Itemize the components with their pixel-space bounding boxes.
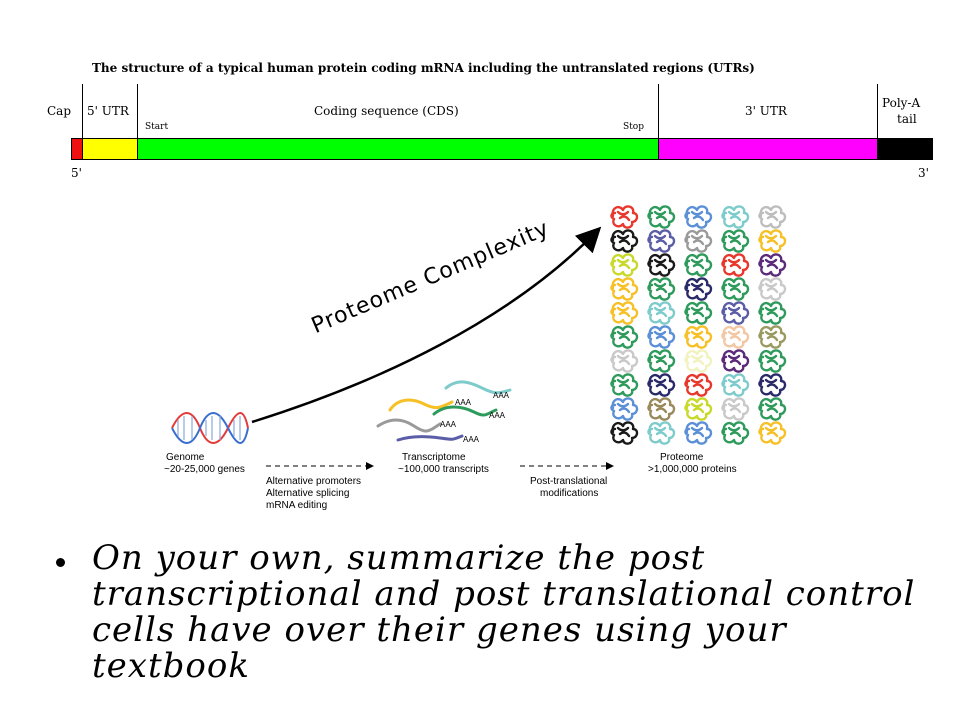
polya-tag: AAA (440, 420, 457, 429)
protein-icon (610, 205, 639, 229)
protein-icon (721, 205, 750, 229)
polya-tag: AAA (455, 398, 472, 407)
protein-icon (758, 277, 787, 301)
protein-icon (758, 253, 787, 277)
protein-icon (610, 397, 639, 421)
polya-tag: AAA (463, 435, 480, 444)
utr5-label: 5' UTR (87, 104, 129, 118)
protein-icon (721, 373, 750, 397)
protein-icon (647, 397, 676, 421)
protein-icon (721, 229, 750, 253)
protein-icon (647, 421, 676, 445)
genome-title: Genome (166, 452, 205, 463)
protein-icon (647, 253, 676, 277)
cds-label: Coding sequence (CDS) (314, 104, 459, 118)
step2-post-translational: Post-translational (530, 476, 608, 487)
step1-alternative-promoters: Alternative promoters (266, 476, 362, 487)
protein-icon (647, 325, 676, 349)
protein-icon (610, 229, 639, 253)
bullet-text: On your own, summarize the post transcri… (92, 538, 916, 686)
separator-line (877, 84, 878, 138)
protein-icon (758, 205, 787, 229)
step2-modifications: modifications (540, 488, 599, 499)
genome-count: ~20-25,000 genes (164, 464, 245, 475)
protein-icon (610, 421, 639, 445)
cap-label: Cap (47, 104, 72, 118)
proteome-complexity-arrow (251, 226, 602, 424)
protein-icon (684, 253, 713, 277)
complexity-figure-graphics (171, 205, 787, 470)
protein-icon (758, 397, 787, 421)
protein-icon (721, 349, 750, 373)
protein-icon (684, 421, 713, 445)
polya-tag: AAA (489, 411, 506, 420)
five-prime-end-label: 5' (71, 166, 82, 180)
proteome-count: >1,000,000 proteins (648, 464, 737, 475)
transcript-strands (376, 380, 512, 442)
polya-label-line2: tail (897, 112, 917, 126)
transcriptome-title: Transcriptome (402, 452, 466, 463)
proteome-title: Proteome (660, 452, 704, 463)
stop-codon-label: Stop (623, 122, 644, 132)
polya-segment (877, 138, 933, 160)
protein-icon (647, 301, 676, 325)
start-codon-label: Start (145, 122, 169, 132)
protein-icon (610, 349, 639, 373)
protein-icon (758, 421, 787, 445)
protein-icon (758, 349, 787, 373)
mrna-structure-title: The structure of a typical human protein… (92, 61, 755, 75)
protein-icon (758, 325, 787, 349)
protein-grid (610, 205, 787, 445)
step1-alternative-splicing: Alternative splicing (266, 488, 350, 499)
three-prime-end-label: 3' (918, 166, 929, 180)
protein-icon (610, 277, 639, 301)
polya-label-line1: Poly-A (882, 96, 921, 110)
protein-icon (684, 301, 713, 325)
protein-icon (758, 373, 787, 397)
protein-icon (610, 253, 639, 277)
separator-line (82, 84, 83, 138)
bullet-icon (56, 558, 65, 567)
protein-icon (721, 253, 750, 277)
protein-icon (721, 397, 750, 421)
protein-icon (684, 277, 713, 301)
protein-icon (721, 301, 750, 325)
protein-icon (684, 229, 713, 253)
utr3-label: 3' UTR (745, 104, 787, 118)
protein-icon (647, 277, 676, 301)
protein-icon (721, 421, 750, 445)
protein-icon (647, 373, 676, 397)
protein-icon (610, 325, 639, 349)
protein-icon (684, 397, 713, 421)
protein-icon (721, 325, 750, 349)
protein-icon (758, 301, 787, 325)
protein-icon (647, 205, 676, 229)
dna-helix-icon (171, 412, 249, 444)
step1-mrna-editing: mRNA editing (266, 500, 328, 511)
protein-icon (647, 349, 676, 373)
protein-icon (684, 349, 713, 373)
protein-icon (647, 229, 676, 253)
protein-icon (758, 229, 787, 253)
protein-icon (610, 301, 639, 325)
protein-icon (684, 325, 713, 349)
transcriptome-count: ~100,000 transcripts (398, 464, 489, 475)
protein-icon (684, 205, 713, 229)
separator-line (658, 84, 659, 138)
protein-icon (721, 277, 750, 301)
protein-icon (610, 373, 639, 397)
separator-line (137, 84, 138, 138)
polya-tag: AAA (493, 391, 510, 400)
protein-icon (684, 373, 713, 397)
